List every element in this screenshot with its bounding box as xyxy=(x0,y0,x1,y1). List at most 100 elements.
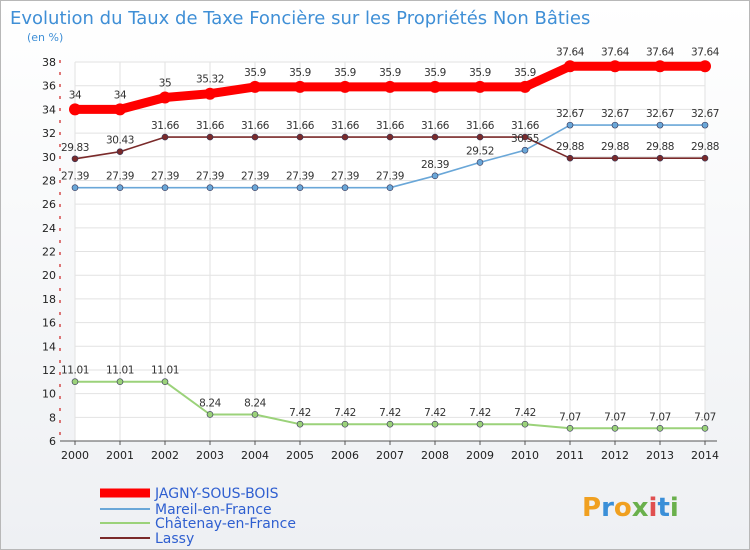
data-label: 29.88 xyxy=(556,141,584,153)
data-point xyxy=(384,80,396,93)
legend-entry: JAGNY-SOUS-BOIS xyxy=(154,486,279,502)
data-point xyxy=(429,80,441,93)
data-label: 32.67 xyxy=(601,108,629,120)
y-tick-label: 6 xyxy=(49,435,56,448)
x-tick-label: 2000 xyxy=(61,449,89,462)
data-point xyxy=(341,133,349,141)
data-label: 27.39 xyxy=(151,171,179,183)
data-label: 29.88 xyxy=(691,141,719,153)
x-tick-label: 2005 xyxy=(286,449,314,462)
data-point xyxy=(249,80,261,93)
data-point xyxy=(431,172,439,180)
y-tick-label: 30 xyxy=(42,151,56,164)
x-tick-label: 2003 xyxy=(196,449,224,462)
data-label: 30.43 xyxy=(106,135,134,147)
data-point xyxy=(476,133,484,141)
data-label: 7.42 xyxy=(334,407,356,419)
data-point xyxy=(386,184,394,191)
data-label: 31.66 xyxy=(151,120,180,132)
data-point xyxy=(476,420,484,428)
data-point xyxy=(474,80,486,93)
data-point xyxy=(116,184,124,191)
data-label: 35.9 xyxy=(379,67,401,79)
data-label: 27.39 xyxy=(241,171,269,183)
data-label: 29.52 xyxy=(466,145,494,157)
data-label: 28.39 xyxy=(421,159,449,171)
data-point xyxy=(519,80,531,93)
data-point xyxy=(431,133,439,141)
data-point xyxy=(296,184,304,191)
legend: JAGNY-SOUS-BOISMareil-en-FranceChâtenay-… xyxy=(100,486,296,547)
y-tick-label: 8 xyxy=(49,411,56,424)
legend-entry: Châtenay-en-France xyxy=(155,516,296,532)
data-label: 35.9 xyxy=(289,67,311,79)
data-label: 31.66 xyxy=(241,120,270,132)
data-point xyxy=(161,184,169,191)
data-label: 34 xyxy=(69,89,82,101)
data-label: 35.9 xyxy=(334,67,356,79)
brand-letter: i xyxy=(649,493,658,523)
data-label: 7.07 xyxy=(649,411,671,423)
data-point xyxy=(566,154,574,162)
x-tick-label: 2010 xyxy=(511,449,539,462)
data-point xyxy=(116,148,124,155)
data-label: 31.66 xyxy=(421,120,450,132)
data-point xyxy=(656,425,664,432)
data-point xyxy=(566,121,574,129)
data-point xyxy=(294,80,306,93)
data-label: 27.39 xyxy=(376,171,404,183)
data-point xyxy=(206,411,214,418)
data-label: 35.9 xyxy=(469,67,491,79)
y-tick-label: 34 xyxy=(42,103,56,116)
brand-letter: x xyxy=(632,493,649,523)
data-point xyxy=(521,133,529,141)
x-tick-label: 2006 xyxy=(331,449,359,462)
y-tick-label: 14 xyxy=(42,340,56,353)
data-label: 27.39 xyxy=(331,171,359,183)
y-tick-label: 36 xyxy=(42,80,56,93)
data-point xyxy=(296,420,304,428)
data-label: 37.64 xyxy=(691,46,720,58)
x-tick-label: 2004 xyxy=(241,449,269,462)
data-label: 35.9 xyxy=(514,67,536,79)
data-label: 27.39 xyxy=(61,171,89,183)
data-point xyxy=(161,133,169,141)
data-point xyxy=(341,420,349,428)
brand-letter: P xyxy=(582,493,601,523)
data-point xyxy=(341,184,349,191)
data-label: 32.67 xyxy=(646,108,674,120)
data-label: 32.67 xyxy=(691,108,719,120)
data-label: 35.32 xyxy=(196,74,224,86)
data-label: 27.39 xyxy=(196,171,224,183)
data-point xyxy=(701,154,709,162)
y-tick-label: 22 xyxy=(42,246,56,259)
data-point xyxy=(521,420,529,428)
data-label: 27.39 xyxy=(286,171,314,183)
data-label: 37.64 xyxy=(601,46,630,58)
data-label: 7.07 xyxy=(604,411,626,423)
y-tick-label: 28 xyxy=(42,174,56,187)
y-tick-label: 12 xyxy=(42,364,56,377)
data-point xyxy=(116,378,124,385)
data-point xyxy=(386,420,394,428)
y-tick-label: 20 xyxy=(42,269,56,282)
brand-letter: t xyxy=(657,493,669,523)
data-point xyxy=(521,146,529,154)
data-label: 7.42 xyxy=(514,407,536,419)
data-label: 7.42 xyxy=(379,407,401,419)
data-label: 35.9 xyxy=(244,67,266,79)
chart-title: Evolution du Taux de Taxe Foncière sur l… xyxy=(10,8,590,29)
x-tick-labels: 2000 2001 2002 2003 2004 2005 2006 2007 2008 2009… xyxy=(61,449,719,462)
data-label: 7.07 xyxy=(559,411,581,423)
data-label: 11.01 xyxy=(106,365,134,377)
data-point xyxy=(654,60,666,73)
data-point xyxy=(386,133,394,141)
x-tick-label: 2013 xyxy=(646,449,674,462)
data-label: 35.9 xyxy=(424,67,446,79)
data-point xyxy=(251,184,259,191)
x-tick-label: 2008 xyxy=(421,449,449,462)
data-point xyxy=(161,378,169,385)
y-tick-label: 38 xyxy=(42,56,56,69)
data-point xyxy=(71,378,79,385)
